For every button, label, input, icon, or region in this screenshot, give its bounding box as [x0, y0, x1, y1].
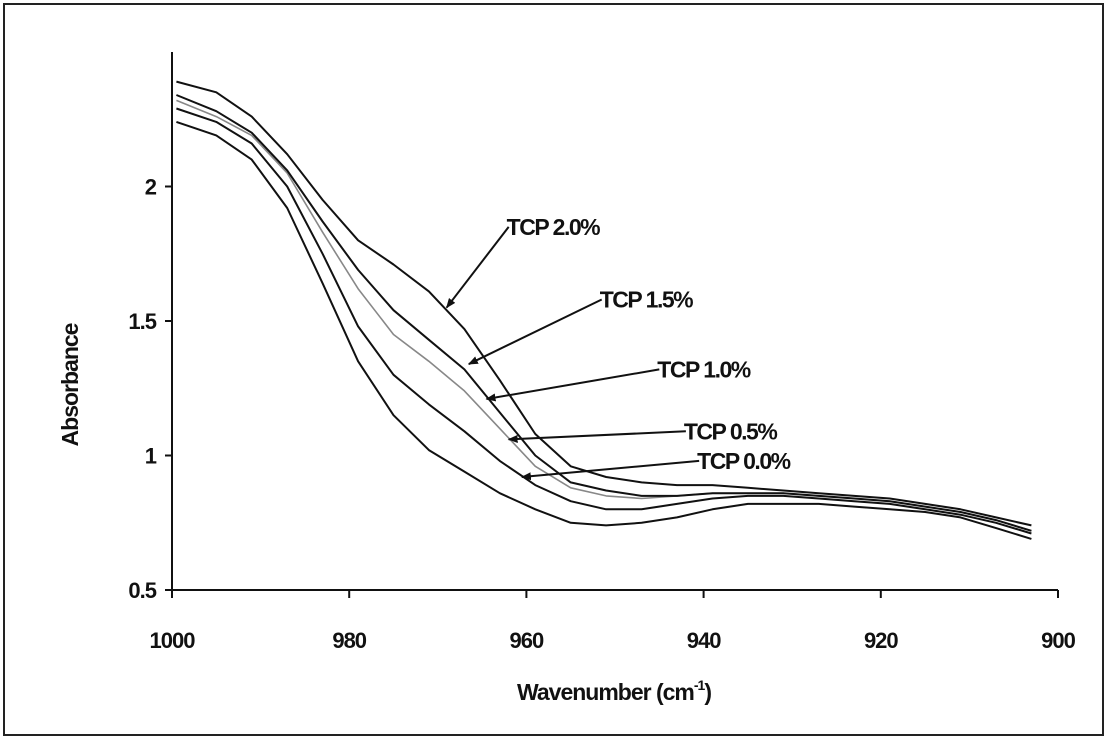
x-tick-label: 960	[510, 628, 544, 653]
annotation-arrow-tcp-0-5	[507, 430, 686, 443]
x-axis-title-main: Wavenumber (cm	[517, 679, 694, 705]
axes: 0.5 1 1.5 2 1000 980 960 940 920 900	[128, 52, 1077, 653]
annotation-label-tcp-0-5: TCP 0.5%	[684, 418, 777, 444]
annotation-arrow-tcp-2-0	[445, 226, 510, 309]
annotation-label-tcp-1-0: TCP 1.0%	[657, 356, 750, 382]
y-tick-label: 0.5	[128, 578, 156, 603]
outer-border	[3, 3, 1104, 736]
x-axis-title: Wavenumber (cm-1)	[517, 677, 711, 705]
y-tick-label: 2	[145, 175, 157, 200]
annotation-arrow-tcp-1-0	[485, 368, 660, 402]
label-layer: Absorbance Wavenumber (cm-1)	[57, 323, 712, 705]
annotation-label-tcp-1-5: TCP 1.5%	[600, 286, 693, 312]
series-line-tcp-0-5	[176, 107, 1032, 535]
series-line-tcp-2-0	[176, 80, 1032, 527]
y-tick-label: 1	[145, 444, 157, 469]
x-tick-label: 1000	[150, 628, 196, 653]
x-tick-label: 900	[1041, 628, 1075, 653]
annotation-arrow-tcp-1-5	[467, 298, 603, 365]
annotation-label-tcp-2-0: TCP 2.0%	[507, 214, 600, 240]
x-tick-label: 940	[687, 628, 721, 653]
series-line-tcp-1-5	[176, 94, 1032, 532]
x-axis-title-suffix: )	[704, 679, 711, 705]
series-line-tcp-0-0	[176, 120, 1032, 540]
annotation-arrow-tcp-0-0	[520, 459, 700, 481]
annotation-layer: TCP 2.0% TCP 1.5% TCP 1.0% TCP 0.5% TCP 0.0%	[445, 214, 792, 481]
x-tick-label: 920	[864, 628, 898, 653]
y-tick-label: 1.5	[128, 309, 156, 334]
x-axis-title-superscript: -1	[694, 677, 706, 693]
x-tick-label: 980	[332, 628, 366, 653]
annotation-label-tcp-0-0: TCP 0.0%	[697, 448, 790, 474]
y-axis-title: Absorbance	[57, 323, 83, 446]
series-layer	[176, 80, 1032, 540]
